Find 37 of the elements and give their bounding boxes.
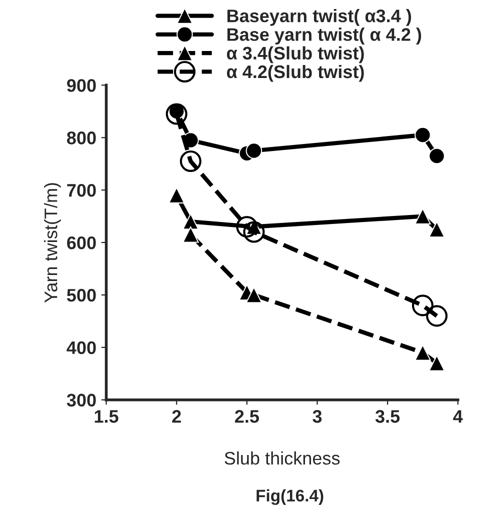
x-tick-label: 3.5 (375, 410, 400, 423)
point (414, 126, 431, 144)
legend-label: Base yarn twist( α 4.2 ) (227, 28, 422, 44)
point (182, 213, 199, 230)
point (246, 286, 262, 304)
legend-label: Baseyarn twist( α3.4 ) (227, 9, 412, 26)
x-axis-title: Slub thickness (224, 451, 340, 465)
point (414, 344, 431, 361)
y-tick-label: 500 (66, 288, 96, 302)
x-tick-label: 2.5 (234, 410, 259, 423)
point (180, 150, 202, 172)
point (168, 187, 185, 204)
point (428, 354, 445, 372)
y-tick-label: 700 (67, 184, 96, 197)
point (412, 294, 434, 316)
x-tick-label: 4 (453, 410, 463, 423)
y-tick-label: 300 (66, 394, 96, 407)
point (182, 226, 199, 243)
x-tick-label: 2 (172, 410, 181, 423)
y-tick-label: 600 (67, 236, 96, 250)
point (414, 208, 431, 224)
point (243, 221, 265, 243)
y-axis-title: Yarn twist(T/m) (44, 183, 61, 303)
legend-label: α 4.2(Slub twist) (226, 64, 364, 82)
point (166, 103, 188, 125)
point (236, 216, 258, 238)
point (426, 305, 448, 327)
x-tick-label: 3 (312, 410, 322, 423)
point (428, 221, 445, 238)
text: Fig(16.4) (256, 489, 324, 505)
y-tick-label: 800 (66, 132, 96, 144)
point (246, 142, 262, 159)
y-tick-label: 900 (67, 79, 96, 92)
legend-label: α 3.4(Slub twist) (226, 46, 364, 64)
y-tick-label: 400 (66, 341, 96, 354)
point (428, 148, 445, 164)
x-tick-label: 1.5 (94, 410, 118, 423)
